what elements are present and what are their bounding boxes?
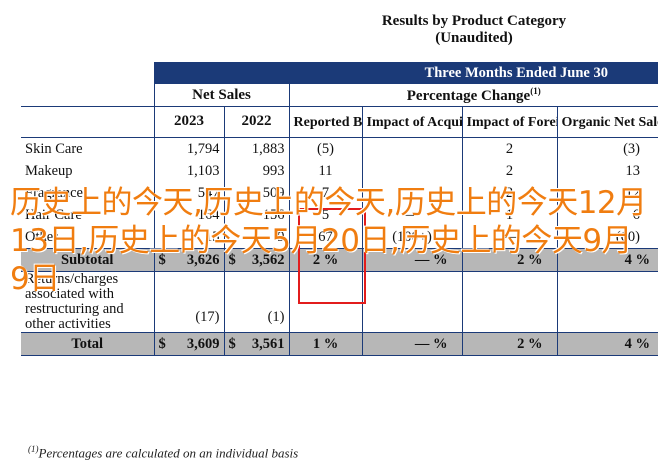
net-sales-header: Net Sales [153,84,289,107]
report-subtitle: (Unaudited) [435,30,513,46]
header-groups: Net Sales Percentage Change(1) [21,84,658,107]
table-row: Skin Care 1,794 1,883 (5) 2 (3) [21,137,658,160]
col-organic: Organic Net Sales (Non-GAAP) [556,106,658,138]
col-acquisitions: Impact of Acquisitions, Divestitures and… [361,106,462,138]
report-title: Results by Product Category [381,13,567,29]
col-2023: 2023 [153,106,224,138]
table-row: Other 15 9 67 (100+) — (60) [21,226,658,249]
subtotal-row: Subtotal $3,626 $3,562 2 % — % 2 % 4 % [21,248,658,272]
col-fx: Impact of Foreign Currency Translation [461,106,557,138]
table-row: Makeup 1,103 993 11 2 13 [21,160,658,182]
highlight-box [298,208,366,304]
table-row: Fragrance 547 509 7 2 12 [21,182,658,204]
period-label: Three Months Ended June 30 [153,62,658,84]
period-band: Three Months Ended June 30 [21,62,658,84]
header-columns: 2023 2022 Reported Basis Impact of Acqui… [21,106,658,138]
watermark-overlay-text: 历史上的今天,历史上的今天,历史上的今天12月13日,历史上的今天5月20日,历… [10,185,647,297]
col-2022: 2022 [223,106,289,138]
col-reported: Reported Basis [288,106,362,138]
total-row: Total $3,609 $3,561 1 % — % 2 % 4 % [21,332,658,356]
footnote: (1)Percentages are calculated on an indi… [28,444,299,461]
pct-change-header: Percentage Change(1) [288,84,658,107]
